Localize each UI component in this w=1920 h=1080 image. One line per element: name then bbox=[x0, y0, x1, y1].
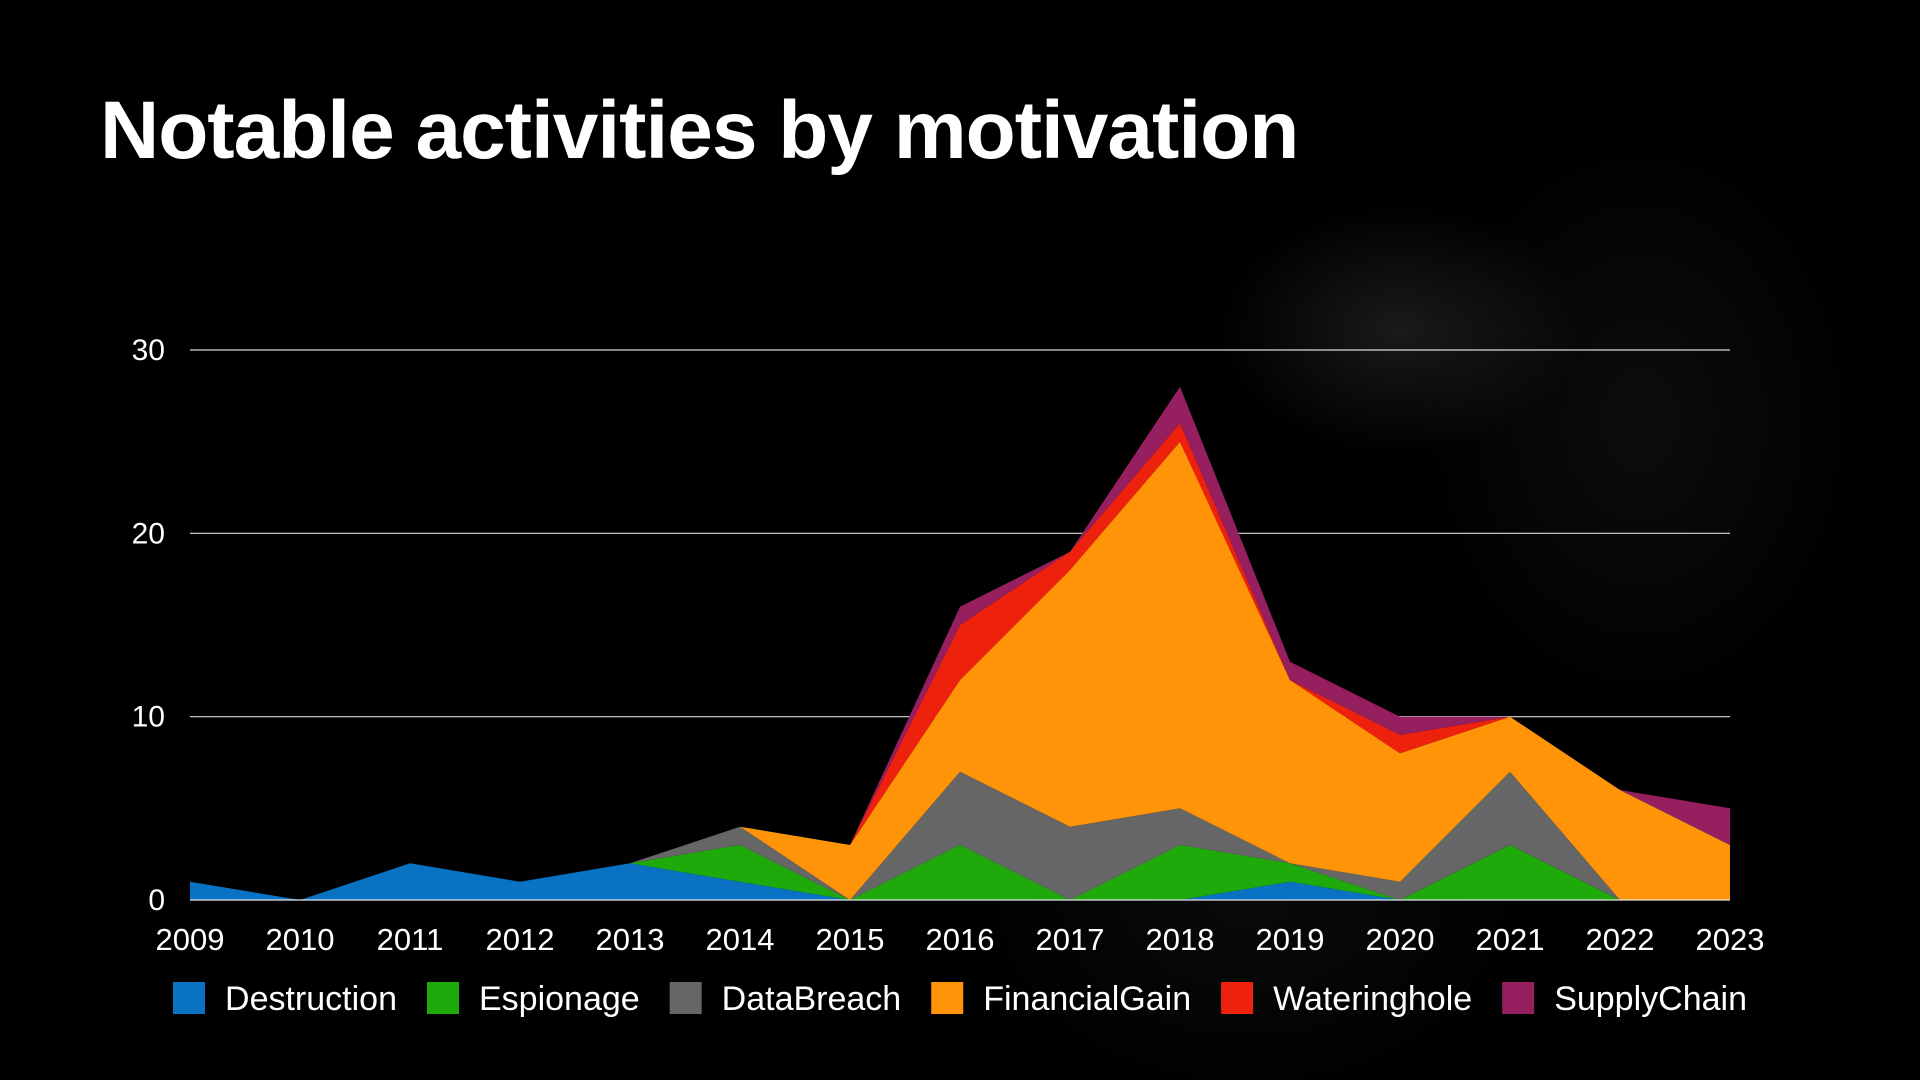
x-axis: 2009 2010 2011 2012 2013 2014 2015 2016 2017 2018… bbox=[156, 899, 1765, 957]
legend-swatch bbox=[426, 982, 459, 1014]
legend-label: FinancialGain bbox=[983, 980, 1191, 1018]
x-tick-label: 2019 bbox=[1256, 922, 1325, 957]
legend-swatch bbox=[931, 982, 964, 1014]
x-tick-label: 2012 bbox=[486, 922, 555, 957]
legend-item-databreach: DataBreach bbox=[669, 980, 902, 1018]
legend-label: DataBreach bbox=[722, 980, 902, 1018]
series-area-financialgain bbox=[190, 441, 1730, 900]
legend-item-financialgain: FinancialGain bbox=[931, 980, 1191, 1018]
x-tick-label: 2013 bbox=[596, 922, 665, 957]
legend-label: Wateringhole bbox=[1273, 980, 1472, 1018]
x-tick-label: 2022 bbox=[1586, 922, 1655, 957]
x-tick-label: 2017 bbox=[1036, 922, 1105, 957]
x-tick-label: 2015 bbox=[816, 922, 885, 957]
y-tick-label: 20 bbox=[132, 517, 165, 550]
legend-item-supplychain: SupplyChain bbox=[1502, 980, 1747, 1018]
x-tick-label: 2023 bbox=[1696, 922, 1765, 957]
legend-label: Destruction bbox=[225, 980, 397, 1018]
series-area-espionage bbox=[190, 845, 1730, 900]
chart-series-areas bbox=[190, 386, 1730, 900]
legend-swatch bbox=[173, 982, 206, 1014]
legend-label: SupplyChain bbox=[1554, 980, 1747, 1018]
x-tick-label: 2010 bbox=[266, 922, 335, 957]
series-area-wateringhole bbox=[190, 423, 1730, 900]
legend-item-destruction: Destruction bbox=[173, 980, 397, 1018]
x-tick-label: 2016 bbox=[926, 922, 995, 957]
y-tick-label: 10 bbox=[132, 701, 165, 734]
series-area-destruction bbox=[190, 863, 1730, 900]
x-tick-label: 2011 bbox=[377, 922, 444, 957]
x-tick-label: 2018 bbox=[1146, 922, 1215, 957]
y-axis: 0 10 20 30 bbox=[132, 334, 165, 917]
series-area-databreach bbox=[190, 771, 1730, 900]
x-tick-label: 2021 bbox=[1476, 922, 1545, 957]
y-tick-label: 0 bbox=[148, 884, 165, 917]
x-tick-label: 2009 bbox=[156, 922, 225, 957]
legend-label: Espionage bbox=[479, 980, 640, 1018]
legend-swatch bbox=[1502, 982, 1535, 1014]
chart-legend: Destruction Espionage DataBreach FinancialG… bbox=[173, 980, 1747, 1018]
legend-item-wateringhole: Wateringhole bbox=[1221, 980, 1472, 1018]
x-tick-label: 2020 bbox=[1366, 922, 1435, 957]
legend-item-espionage: Espionage bbox=[426, 980, 640, 1018]
legend-swatch bbox=[1221, 982, 1254, 1014]
slide-title: Notable activities by motivation bbox=[100, 85, 1299, 176]
y-tick-label: 30 bbox=[132, 334, 165, 367]
x-tick-label: 2014 bbox=[706, 922, 775, 957]
legend-swatch bbox=[669, 982, 702, 1014]
